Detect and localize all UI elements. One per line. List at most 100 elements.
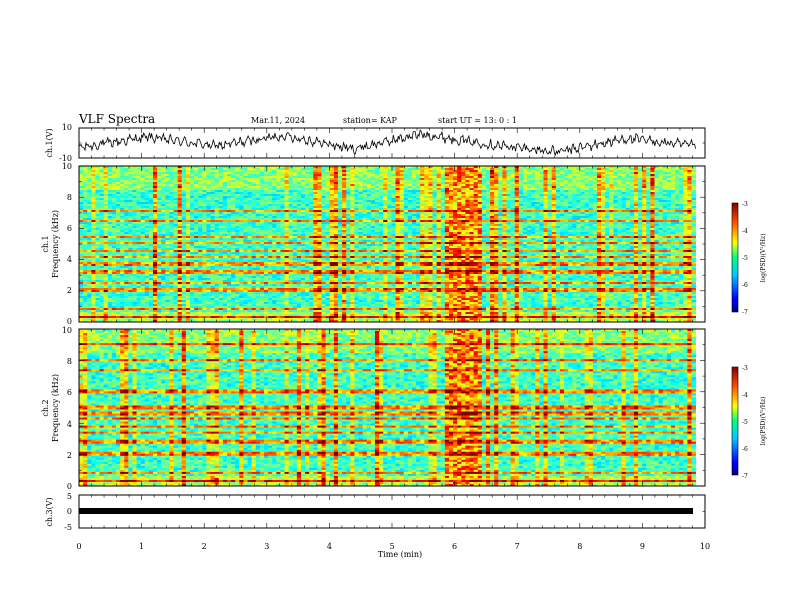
ch1-spec-cell (568, 208, 572, 210)
ch1-spec-cell (527, 178, 531, 180)
ch1-spec-cell (215, 188, 219, 190)
ch1-spec-cell (457, 196, 461, 198)
ch1-spec-cell (457, 218, 461, 220)
ch1-spec-cell (663, 212, 667, 214)
ch1-spec-cell (326, 206, 330, 208)
ch1-spec-cell (482, 200, 486, 202)
ch1-spec-cell (334, 192, 338, 194)
ch1-spec-cell (120, 170, 124, 172)
ch1-spec-cell (79, 180, 83, 182)
ch1-spec-cell (441, 208, 445, 210)
ch1-spec-cell (95, 218, 99, 220)
ch1-spec-cell (363, 202, 367, 204)
ch1-spec-cell (79, 174, 83, 176)
ch1-spec-cell (601, 184, 605, 186)
ch1-spec-cell (231, 198, 235, 200)
ch1-spec-cell (609, 206, 613, 208)
ch1-spec-cell (609, 224, 613, 226)
ch1-spec-cell (83, 198, 87, 200)
ch1-spec-cell (400, 170, 404, 172)
ch1-spec-cell (663, 218, 667, 220)
ch1-spec-cell (437, 224, 441, 226)
ch1-spec-cell (437, 190, 441, 192)
ch1-spec-cell (486, 226, 490, 228)
ch1-spec-cell (219, 212, 223, 214)
ch1-spec-cell (420, 174, 424, 176)
ch1-spec-cell (441, 222, 445, 224)
ch1-spec-cell (560, 174, 564, 176)
ch1-spec-cell (420, 202, 424, 204)
ch1-spec-cell (326, 202, 330, 204)
ch1-spec-cell (642, 170, 646, 172)
ch1-spec-cell (248, 218, 252, 220)
ch1-spec-cell (256, 186, 260, 188)
ch1-spec-cell (630, 220, 634, 222)
ch1-spec-cell (593, 196, 597, 198)
ch1-spec-cell (334, 214, 338, 216)
ch1-spec-cell (202, 220, 206, 222)
ch1-spec-cell (161, 186, 165, 188)
ch1-spec-cell (683, 198, 687, 200)
ch1-spec-cell (264, 224, 268, 226)
ch1-spec-cell (359, 190, 363, 192)
ch1-spec-cell (243, 200, 247, 202)
ch1-spec-cell (280, 192, 284, 194)
ch1-spec-cell (280, 188, 284, 190)
ch1-spec-cell (231, 168, 235, 170)
ch1-spec-cell (309, 184, 313, 186)
ch1-spec-cell (202, 176, 206, 178)
ch1-spec-cell (515, 230, 519, 232)
ch1-spec-cell (671, 190, 675, 192)
ch1-spec-cell (396, 210, 400, 212)
ch1-spec-cell (428, 222, 432, 224)
ch1-spec-cell (264, 206, 268, 208)
ch1-spec-cell (83, 184, 87, 186)
ch1-spec-cell (638, 176, 642, 178)
ch1-spec-cell (400, 222, 404, 224)
ch1-spec-cell (334, 188, 338, 190)
ch1-spec-cell (576, 198, 580, 200)
ch1-spec-cell (424, 196, 428, 198)
ch1-spec-cell (268, 188, 272, 190)
ch1-spec-cell (334, 168, 338, 170)
ch1-spec-cell (597, 174, 601, 176)
ch1-spec-cell (445, 206, 449, 208)
ch1-spec-cell (474, 180, 478, 182)
ch1-spec-cell (91, 176, 95, 178)
ch1-spec-cell (141, 214, 145, 216)
ch1-spec-cell (539, 212, 543, 214)
ch1-spec-cell (153, 204, 157, 206)
ch1-spec-cell (441, 180, 445, 182)
ch1-spec-cell (178, 208, 182, 210)
ch1-spec-cell (502, 214, 506, 216)
ch1-spec-cell (367, 208, 371, 210)
ch1-spec-cell (482, 230, 486, 232)
ch1-spec-cell (671, 222, 675, 224)
ch1-spec-cell (465, 214, 469, 216)
ch1-spec-cell (342, 190, 346, 192)
ch1-spec-cell (589, 214, 593, 216)
ch1-spec-cell (544, 196, 548, 198)
ch1-spec-cell (609, 212, 613, 214)
ch1-spec-cell (272, 188, 276, 190)
ch1-spec-cell (437, 214, 441, 216)
ch1-spec-cell (671, 198, 675, 200)
ch1-spec-cell (544, 184, 548, 186)
ch1-spec-cell (87, 202, 91, 204)
ch1-spec-cell (194, 184, 198, 186)
ch1-spec-cell (128, 180, 132, 182)
ch1-spec-cell (174, 190, 178, 192)
ch1-spec-cell (371, 226, 375, 228)
ch1-spec-cell (441, 204, 445, 206)
ch1-spec-cell (564, 170, 568, 172)
ch1-spec-cell (198, 210, 202, 212)
ch1-spec-cell (630, 182, 634, 184)
ch1-spec-cell (367, 172, 371, 174)
ch1-spec-cell (326, 180, 330, 182)
ch1-spec-cell (248, 224, 252, 226)
ch1-spec-cell (124, 216, 128, 218)
ch1-spec-cell (260, 208, 264, 210)
ch1-spec-cell (486, 202, 490, 204)
ch1-spec-cell (334, 170, 338, 172)
ch1-spec-cell (124, 212, 128, 214)
